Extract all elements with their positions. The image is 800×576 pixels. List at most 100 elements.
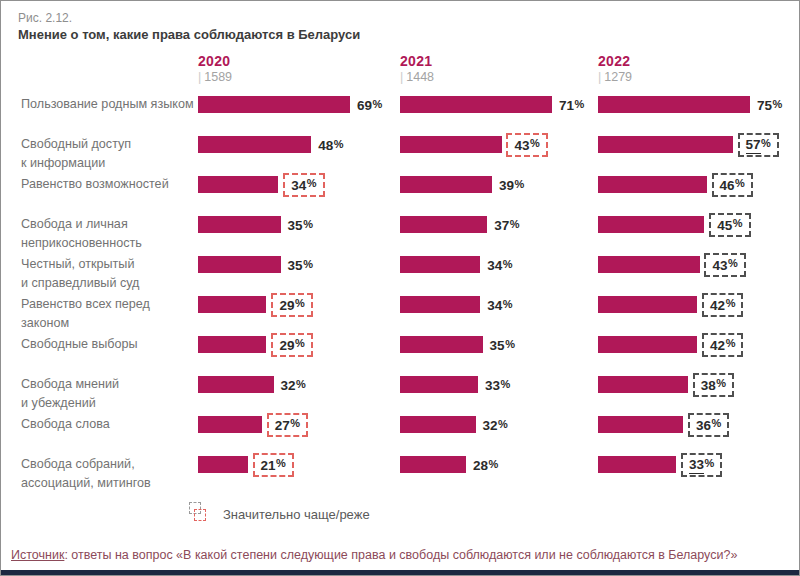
value-label: 33 xyxy=(689,457,704,474)
value-box-2020: 27% xyxy=(267,413,308,437)
value-label: 48% xyxy=(318,137,343,155)
value-number: 69 xyxy=(357,98,372,113)
bar-2021 xyxy=(400,256,480,273)
sample-size-divider: | xyxy=(400,70,403,84)
percent-sign: % xyxy=(726,297,736,309)
value-label: 36 xyxy=(696,418,711,433)
value-label: 34% xyxy=(487,257,512,275)
sample-size-value: 1589 xyxy=(204,70,232,84)
percent-sign: % xyxy=(498,418,508,430)
category-label: Пользование родным языком xyxy=(21,95,194,114)
bar-2022 xyxy=(598,296,697,313)
value-box-2022: 42% xyxy=(702,333,743,357)
value-number: 32 xyxy=(281,378,296,393)
value-box-2020: 34% xyxy=(283,173,324,197)
bar-2022 xyxy=(598,136,733,153)
bar-2020 xyxy=(198,176,278,193)
value-label: 34% xyxy=(487,297,512,315)
value-label: 33% xyxy=(485,377,510,395)
bar-2020 xyxy=(198,256,281,273)
bar-2020 xyxy=(198,336,266,353)
bar-2022 xyxy=(598,376,688,393)
bar-2021 xyxy=(400,96,552,113)
percent-sign: % xyxy=(575,98,585,110)
percent-sign: % xyxy=(503,258,513,270)
percent-sign: % xyxy=(373,98,383,110)
value-label: 42 xyxy=(710,298,725,313)
percent-sign: % xyxy=(307,177,317,189)
dashed-box-red-icon xyxy=(194,509,206,521)
bar-2022 xyxy=(598,456,676,473)
percent-sign: % xyxy=(728,257,738,269)
value-number: 34 xyxy=(487,258,502,273)
value-label: 43 xyxy=(514,138,529,153)
bar-2022 xyxy=(598,336,697,353)
column-sample-size-2021: |1448 xyxy=(400,70,434,84)
percent-sign: % xyxy=(334,138,344,150)
value-label: 46 xyxy=(720,178,735,193)
bar-2020 xyxy=(198,456,248,473)
legend-label: Значительно чаще/реже xyxy=(223,507,370,522)
value-label: 37% xyxy=(494,217,519,235)
bar-2022 xyxy=(598,176,707,193)
value-number: 35 xyxy=(490,338,505,353)
bar-2021 xyxy=(400,216,487,233)
value-label: 32% xyxy=(483,417,508,435)
value-label: 38 xyxy=(701,378,716,393)
value-label: 42 xyxy=(710,338,725,353)
value-box-2022: 46% xyxy=(712,173,753,197)
source-note: Источник: ответы на вопрос «В какой степ… xyxy=(11,548,737,562)
bar-2021 xyxy=(400,416,476,433)
category-label: Свобода и личная неприкосновенность xyxy=(21,215,142,253)
value-box-2022: 57% xyxy=(738,133,779,157)
source-text: : ответы на вопрос «В какой степени след… xyxy=(64,548,737,562)
column-sample-size-2022: |1279 xyxy=(598,70,632,84)
percent-sign: % xyxy=(489,458,499,470)
value-box-2022: 42% xyxy=(702,293,743,317)
category-label: Свобода слова xyxy=(21,415,110,434)
value-box-2021: 43% xyxy=(506,133,547,157)
bar-2021 xyxy=(400,296,480,313)
bar-2022 xyxy=(598,96,750,113)
category-label: Равенство возможностей xyxy=(21,175,169,194)
figure-title: Мнение о том, какие права соблюдаются в … xyxy=(18,27,360,42)
percent-sign: % xyxy=(733,217,743,229)
percent-sign: % xyxy=(296,378,306,390)
bar-2021 xyxy=(400,456,466,473)
value-label: 32% xyxy=(281,377,306,395)
value-number: 35 xyxy=(288,218,303,233)
percent-sign: % xyxy=(510,218,520,230)
bar-2020 xyxy=(198,96,350,113)
bar-2021 xyxy=(400,176,492,193)
value-label: 27 xyxy=(275,418,290,433)
value-number: 39 xyxy=(499,178,514,193)
bar-2021 xyxy=(400,376,478,393)
value-label: 35% xyxy=(288,217,313,235)
value-label: 35% xyxy=(288,257,313,275)
value-label: 43 xyxy=(712,258,727,273)
percent-sign: % xyxy=(726,337,736,349)
column-year-2022: 2022 xyxy=(598,53,630,69)
bar-2020 xyxy=(198,416,262,433)
column-year-2021: 2021 xyxy=(400,53,432,69)
value-label: 39% xyxy=(499,177,524,195)
value-number: 71 xyxy=(559,98,574,113)
value-label: 29 xyxy=(279,298,294,313)
bar-2021 xyxy=(400,336,483,353)
value-number: 35 xyxy=(288,258,303,273)
footer-strip xyxy=(1,570,799,575)
percent-sign: % xyxy=(515,178,525,190)
sample-size-value: 1279 xyxy=(604,70,632,84)
value-box-2020: 21% xyxy=(253,453,294,477)
category-label: Честный, открытый и справедливый суд xyxy=(21,255,139,293)
value-label: 28% xyxy=(473,457,498,475)
value-number: 37 xyxy=(494,218,509,233)
sample-size-divider: | xyxy=(598,70,601,84)
percent-sign: % xyxy=(303,218,313,230)
percent-sign: % xyxy=(530,137,540,149)
percent-sign: % xyxy=(295,297,305,309)
percent-sign: % xyxy=(276,457,286,469)
bar-2020 xyxy=(198,296,266,313)
bar-2020 xyxy=(198,216,281,233)
value-number: 34 xyxy=(487,298,502,313)
